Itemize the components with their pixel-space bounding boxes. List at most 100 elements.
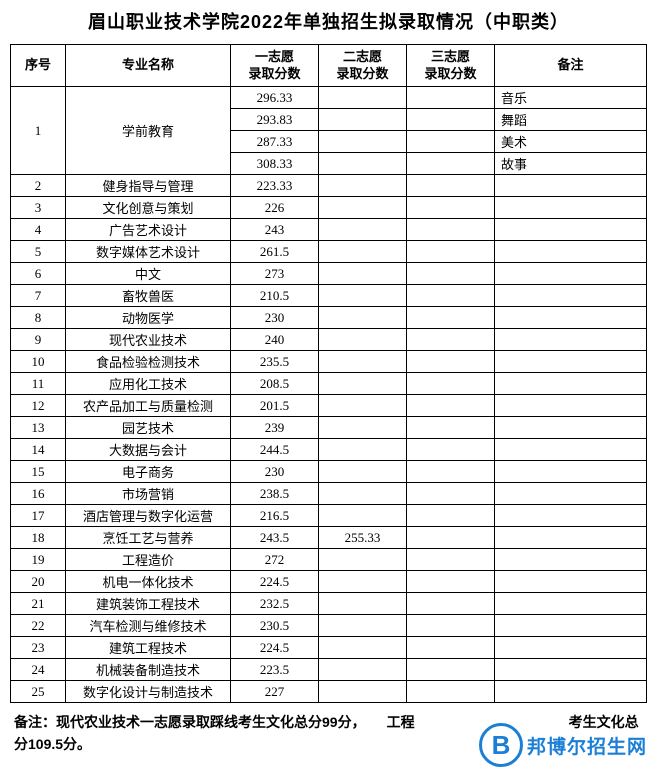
cell-score3 [407,351,495,373]
cell-score1: 230 [231,307,319,329]
cell-score1: 232.5 [231,593,319,615]
cell-seq: 5 [11,241,66,263]
cell-score1: 239 [231,417,319,439]
cell-score2 [319,681,407,703]
cell-score2 [319,461,407,483]
cell-note [495,571,647,593]
cell-name: 数字媒体艺术设计 [66,241,231,263]
cell-score1: 243 [231,219,319,241]
table-row: 16市场营销238.5 [11,483,647,505]
cell-score1: 308.33 [231,153,319,175]
cell-score2 [319,373,407,395]
cell-score3 [407,417,495,439]
cell-score1: 293.83 [231,109,319,131]
cell-note [495,373,647,395]
cell-score2 [319,219,407,241]
table-row: 13园艺技术239 [11,417,647,439]
table-row: 19工程造价272 [11,549,647,571]
cell-name: 工程造价 [66,549,231,571]
cell-seq: 22 [11,615,66,637]
cell-note [495,659,647,681]
cell-note [495,593,647,615]
cell-seq: 21 [11,593,66,615]
cell-note [495,615,647,637]
cell-seq: 8 [11,307,66,329]
cell-name: 市场营销 [66,483,231,505]
cell-note [495,681,647,703]
cell-note: 音乐 [495,87,647,109]
cell-seq: 25 [11,681,66,703]
cell-score3 [407,197,495,219]
table-row: 14大数据与会计244.5 [11,439,647,461]
cell-score2 [319,505,407,527]
cell-seq: 17 [11,505,66,527]
cell-score2 [319,241,407,263]
cell-score3 [407,571,495,593]
cell-seq: 23 [11,637,66,659]
table-row: 25数字化设计与制造技术227 [11,681,647,703]
cell-note [495,197,647,219]
cell-score3 [407,615,495,637]
cell-score2 [319,439,407,461]
table-row: 4广告艺术设计243 [11,219,647,241]
cell-score3 [407,219,495,241]
table-row: 10食品检验检测技术235.5 [11,351,647,373]
cell-name: 中文 [66,263,231,285]
cell-score1: 230.5 [231,615,319,637]
cell-score2 [319,307,407,329]
cell-score3 [407,549,495,571]
table-row: 22汽车检测与维修技术230.5 [11,615,647,637]
cell-note [495,241,647,263]
cell-score3 [407,483,495,505]
table-row: 23建筑工程技术224.5 [11,637,647,659]
cell-note [495,175,647,197]
table-row: 1学前教育296.33音乐 [11,87,647,109]
cell-score1: 223.5 [231,659,319,681]
cell-score3 [407,659,495,681]
cell-seq: 19 [11,549,66,571]
cell-score1: 224.5 [231,571,319,593]
cell-name: 学前教育 [66,87,231,175]
watermark-text: 邦博尔招生网 [527,732,647,759]
watermark: B 邦博尔招生网 [479,723,647,767]
cell-score2 [319,175,407,197]
cell-note [495,417,647,439]
cell-score1: 227 [231,681,319,703]
cell-note [495,285,647,307]
cell-score1: 208.5 [231,373,319,395]
cell-note [495,505,647,527]
cell-score1: 244.5 [231,439,319,461]
cell-score1: 238.5 [231,483,319,505]
cell-name: 烹饪工艺与营养 [66,527,231,549]
cell-score2 [319,659,407,681]
cell-name: 汽车检测与维修技术 [66,615,231,637]
cell-score1: 273 [231,263,319,285]
cell-name: 文化创意与策划 [66,197,231,219]
cell-name: 建筑工程技术 [66,637,231,659]
cell-score2 [319,571,407,593]
cell-note: 故事 [495,153,647,175]
table-row: 18烹饪工艺与营养243.5255.33 [11,527,647,549]
cell-seq: 14 [11,439,66,461]
cell-note [495,395,647,417]
cell-score2: 255.33 [319,527,407,549]
cell-score1: 261.5 [231,241,319,263]
table-row: 12农产品加工与质量检测201.5 [11,395,647,417]
cell-seq: 24 [11,659,66,681]
cell-name: 机械装备制造技术 [66,659,231,681]
cell-score3 [407,527,495,549]
cell-score3 [407,109,495,131]
cell-score1: 224.5 [231,637,319,659]
cell-seq: 9 [11,329,66,351]
cell-score3 [407,285,495,307]
cell-score2 [319,329,407,351]
cell-score1: 235.5 [231,351,319,373]
cell-name: 机电一体化技术 [66,571,231,593]
cell-score3 [407,461,495,483]
cell-score3 [407,373,495,395]
cell-seq: 11 [11,373,66,395]
cell-seq: 2 [11,175,66,197]
cell-seq: 20 [11,571,66,593]
cell-note [495,219,647,241]
admission-table: 序号 专业名称 一志愿录取分数 二志愿录取分数 三志愿录取分数 备注 1学前教育… [10,44,647,703]
